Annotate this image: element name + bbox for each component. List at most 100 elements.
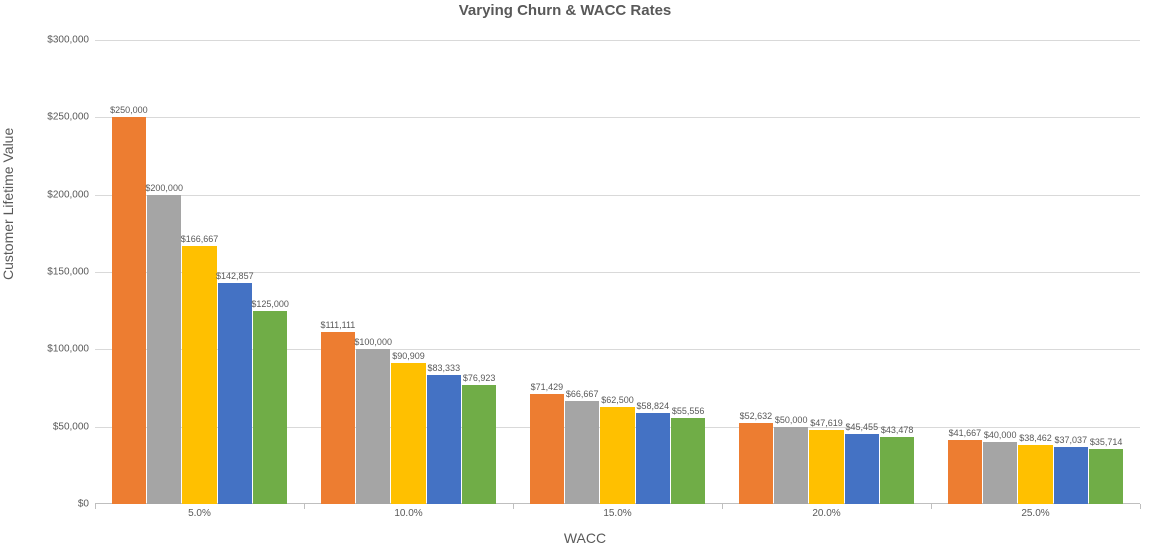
bar: $45,455 — [845, 434, 879, 504]
y-tick-label: $150,000 — [47, 267, 89, 278]
bar: $40,000 — [983, 442, 1017, 504]
bar-group-inner: $52,632$50,000$47,619$45,455$43,478 — [739, 40, 915, 504]
bar: $50,000 — [774, 427, 808, 504]
bar-data-label: $50,000 — [775, 415, 808, 425]
plot-area: $0$50,000$100,000$150,000$200,000$250,00… — [95, 40, 1140, 504]
bar-data-label: $37,037 — [1055, 435, 1088, 445]
bar-group: $250,000$200,000$166,667$142,857$125,000 — [95, 40, 304, 504]
bar: $38,462 — [1018, 445, 1052, 504]
bar-data-label: $35,714 — [1090, 437, 1123, 447]
bar-wrap: $45,455 — [845, 40, 879, 504]
bar: $52,632 — [739, 423, 773, 504]
bar: $125,000 — [253, 311, 287, 504]
bar: $142,857 — [218, 283, 252, 504]
bar: $43,478 — [880, 437, 914, 504]
bar-data-label: $125,000 — [251, 299, 289, 309]
bar: $58,824 — [636, 413, 670, 504]
x-tick-label: 20.0% — [722, 508, 931, 522]
bar-group: $71,429$66,667$62,500$58,824$55,556 — [513, 40, 722, 504]
bar-wrap: $55,556 — [671, 40, 705, 504]
x-tick-row: 5.0%10.0%15.0%20.0%25.0% — [95, 508, 1140, 522]
bar-data-label: $66,667 — [566, 389, 599, 399]
y-tick-label: $250,000 — [47, 112, 89, 123]
bar-wrap: $37,037 — [1054, 40, 1088, 504]
y-tick-label: $0 — [78, 499, 89, 510]
bar-wrap: $142,857 — [218, 40, 252, 504]
bar-group: $111,111$100,000$90,909$83,333$76,923 — [304, 40, 513, 504]
chart-title: Varying Churn & WACC Rates — [0, 2, 1130, 19]
bar-data-label: $166,667 — [181, 234, 219, 244]
bar-wrap: $90,909 — [391, 40, 425, 504]
x-tick-label: 15.0% — [513, 508, 722, 522]
bar-wrap: $35,714 — [1089, 40, 1123, 504]
x-tick-label: 5.0% — [95, 508, 304, 522]
bar-data-label: $38,462 — [1019, 433, 1052, 443]
bar-data-label: $52,632 — [740, 411, 773, 421]
bar: $90,909 — [391, 363, 425, 504]
bar: $35,714 — [1089, 449, 1123, 504]
bar-group: $41,667$40,000$38,462$37,037$35,714 — [931, 40, 1140, 504]
bar-data-label: $43,478 — [881, 425, 914, 435]
y-axis-label: Customer Lifetime Value — [0, 128, 16, 280]
bar-data-label: $71,429 — [531, 382, 564, 392]
bar: $166,667 — [182, 246, 216, 504]
x-tick-mark — [1140, 504, 1141, 509]
bar-group-inner: $250,000$200,000$166,667$142,857$125,000 — [112, 40, 288, 504]
y-tick-label: $300,000 — [47, 35, 89, 46]
bar-wrap: $52,632 — [739, 40, 773, 504]
bar-wrap: $71,429 — [530, 40, 564, 504]
bar-wrap: $125,000 — [253, 40, 287, 504]
bar-group-inner: $71,429$66,667$62,500$58,824$55,556 — [530, 40, 706, 504]
bar-data-label: $41,667 — [949, 428, 982, 438]
bar-wrap: $62,500 — [600, 40, 634, 504]
bar: $41,667 — [948, 440, 982, 504]
bar-group-inner: $111,111$100,000$90,909$83,333$76,923 — [321, 40, 497, 504]
bar: $250,000 — [112, 117, 146, 504]
bar-wrap: $100,000 — [356, 40, 390, 504]
bar-wrap: $66,667 — [565, 40, 599, 504]
x-tick-label: 25.0% — [931, 508, 1140, 522]
bar-wrap: $38,462 — [1018, 40, 1052, 504]
bar: $200,000 — [147, 195, 181, 504]
bar-data-label: $90,909 — [392, 351, 425, 361]
bar-wrap: $166,667 — [182, 40, 216, 504]
bar-data-label: $100,000 — [354, 337, 392, 347]
bar: $111,111 — [321, 332, 355, 504]
bar-group: $52,632$50,000$47,619$45,455$43,478 — [722, 40, 931, 504]
bar-wrap: $40,000 — [983, 40, 1017, 504]
bar-data-label: $55,556 — [672, 406, 705, 416]
y-tick-label: $100,000 — [47, 344, 89, 355]
bar-wrap: $58,824 — [636, 40, 670, 504]
bar: $100,000 — [356, 349, 390, 504]
bar-wrap: $43,478 — [880, 40, 914, 504]
bar-wrap: $41,667 — [948, 40, 982, 504]
bar-data-label: $58,824 — [637, 401, 670, 411]
y-tick-label: $50,000 — [53, 421, 89, 432]
bar-data-label: $83,333 — [428, 363, 461, 373]
y-tick-label: $200,000 — [47, 189, 89, 200]
bar: $37,037 — [1054, 447, 1088, 504]
bar-data-label: $45,455 — [846, 422, 879, 432]
bar: $47,619 — [809, 430, 843, 504]
bar: $83,333 — [427, 375, 461, 504]
bar-data-label: $47,619 — [810, 418, 843, 428]
bar-group-inner: $41,667$40,000$38,462$37,037$35,714 — [948, 40, 1124, 504]
bar-data-label: $62,500 — [601, 395, 634, 405]
bar-data-label: $40,000 — [984, 430, 1017, 440]
bar-data-label: $250,000 — [110, 105, 148, 115]
bar: $76,923 — [462, 385, 496, 504]
bar-wrap: $111,111 — [321, 40, 355, 504]
bar: $71,429 — [530, 394, 564, 504]
bar: $66,667 — [565, 401, 599, 504]
bar-wrap: $250,000 — [112, 40, 146, 504]
bar-wrap: $200,000 — [147, 40, 181, 504]
bar: $62,500 — [600, 407, 634, 504]
bar-data-label: $142,857 — [216, 271, 254, 281]
bar-wrap: $50,000 — [774, 40, 808, 504]
bar-wrap: $83,333 — [427, 40, 461, 504]
bar-wrap: $47,619 — [809, 40, 843, 504]
bar-data-label: $111,111 — [320, 320, 355, 330]
x-tick-label: 10.0% — [304, 508, 513, 522]
bar-data-label: $200,000 — [145, 183, 183, 193]
bars-layer: $250,000$200,000$166,667$142,857$125,000… — [95, 40, 1140, 504]
